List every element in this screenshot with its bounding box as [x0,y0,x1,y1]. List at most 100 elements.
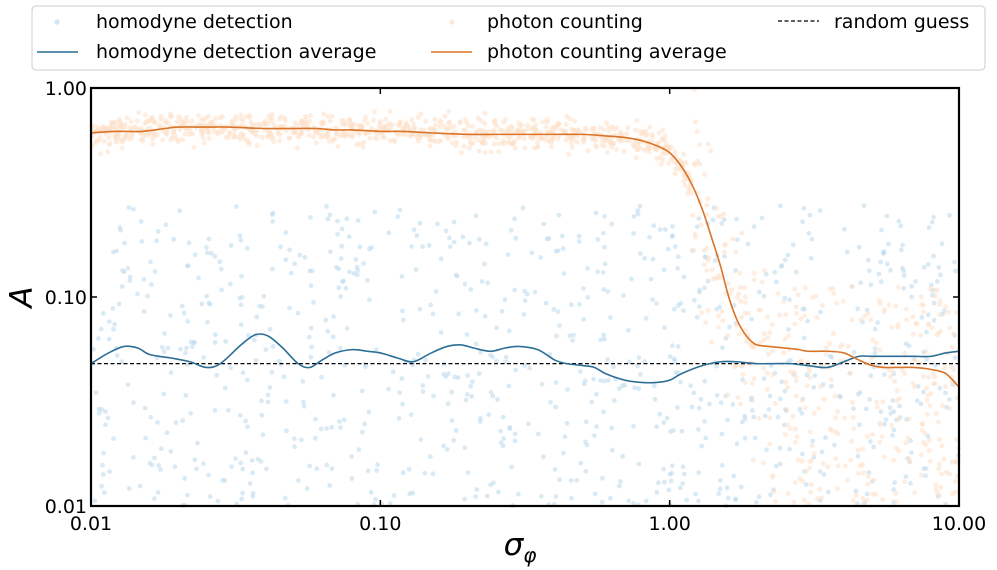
photon-sample-point [343,121,349,127]
photon-sample-point [801,497,807,503]
homodyne-sample-point [99,407,104,412]
homodyne-sample-point [152,269,158,274]
homodyne-sample-point [327,483,333,488]
photon-sample-point [118,122,124,127]
homodyne-sample-point [909,283,914,289]
homodyne-sample-point [172,464,178,469]
photon-sample-point [738,298,744,304]
photon-sample-point [556,120,562,126]
photon-sample-point [794,310,799,316]
homodyne-sample-point [853,488,859,494]
photon-sample-point [691,247,697,253]
photon-sample-point [516,135,522,141]
photon-sample-point [918,332,924,338]
homodyne-sample-point [631,214,637,220]
homodyne-sample-point [127,274,133,280]
photon-sample-point [704,245,710,251]
homodyne-sample-point [522,363,527,368]
photon-sample-point [749,380,755,386]
homodyne-sample-point [520,205,526,211]
homodyne-sample-point [308,325,314,331]
homodyne-sample-point [536,431,541,437]
photon-sample-point [563,121,569,127]
photon-sample-point [773,401,778,406]
homodyne-sample-point [593,210,599,216]
homodyne-sample-point [671,428,676,433]
photon-sample-point [947,325,953,331]
homodyne-sample-point [750,408,755,413]
photon-sample-point [468,141,474,147]
homodyne-sample-point [455,375,461,380]
homodyne-sample-point [676,303,681,308]
photon-sample-point [736,331,742,337]
homodyne-sample-point [282,495,288,501]
homodyne-sample-point [227,281,233,287]
photon-sample-point [771,488,777,494]
photon-sample-point [807,465,813,471]
photon-sample-point [870,337,876,343]
photon-sample-point [706,255,712,261]
homodyne-sample-point [295,310,301,316]
homodyne-sample-point [801,205,807,211]
photon-sample-point [904,317,909,323]
photon-sample-point [949,344,955,350]
homodyne-sample-point [717,486,723,492]
photon-sample-point [445,136,451,142]
photon-sample-point [182,131,188,137]
photon-sample-point [594,144,600,150]
photon-sample-point [795,457,801,463]
homodyne-sample-point [220,478,226,483]
homodyne-sample-point [864,491,870,497]
homodyne-sample-point [600,475,605,481]
photon-sample-point [433,122,438,128]
photon-sample-point [663,141,669,147]
photon-sample-point [306,133,312,138]
photon-sample-point [918,472,924,478]
photon-sample-point [308,113,313,119]
homodyne-sample-point [733,268,738,273]
photon-sample-point [896,416,901,422]
homodyne-sample-point [308,215,313,220]
photon-sample-point [470,124,476,129]
photon-sample-point [101,138,107,144]
photon-sample-point [880,497,886,502]
photon-sample-point [721,249,727,255]
homodyne-sample-point [373,497,378,502]
homodyne-sample-point [125,266,131,271]
homodyne-sample-point [608,495,613,501]
homodyne-sample-point [339,243,344,249]
homodyne-sample-point [666,487,672,493]
homodyne-sample-point [240,370,246,376]
homodyne-sample-point [245,424,250,430]
homodyne-sample-point [147,461,153,466]
photon-sample-point [421,127,427,133]
homodyne-sample-point [861,203,867,209]
homodyne-sample-point [400,470,406,476]
photon-sample-point [427,143,433,149]
homodyne-sample-point [430,311,436,317]
homodyne-sample-point [601,230,606,236]
photon-sample-point [106,134,112,140]
photon-sample-point [937,302,943,308]
homodyne-sample-point [899,247,904,253]
photon-sample-point [939,471,944,477]
homodyne-sample-point [188,410,194,416]
photon-sample-point [493,135,499,141]
homodyne-sample-point [189,344,195,349]
photon-sample-point [882,454,888,460]
photon-sample-point [767,415,773,421]
photon-sample-point [937,436,942,442]
photon-sample-point [530,135,536,141]
homodyne-sample-point [222,385,228,391]
photon-sample-point [927,402,933,408]
homodyne-sample-point [642,359,647,364]
homodyne-sample-point [219,287,224,293]
photon-sample-point [799,458,805,464]
homodyne-sample-point [102,490,107,495]
photon-sample-point [807,375,813,380]
photon-sample-point [206,113,212,119]
homodyne-sample-point [553,380,559,385]
homodyne-sample-point [391,493,397,498]
homodyne-sample-point [562,434,568,440]
homodyne-sample-point [464,392,470,397]
